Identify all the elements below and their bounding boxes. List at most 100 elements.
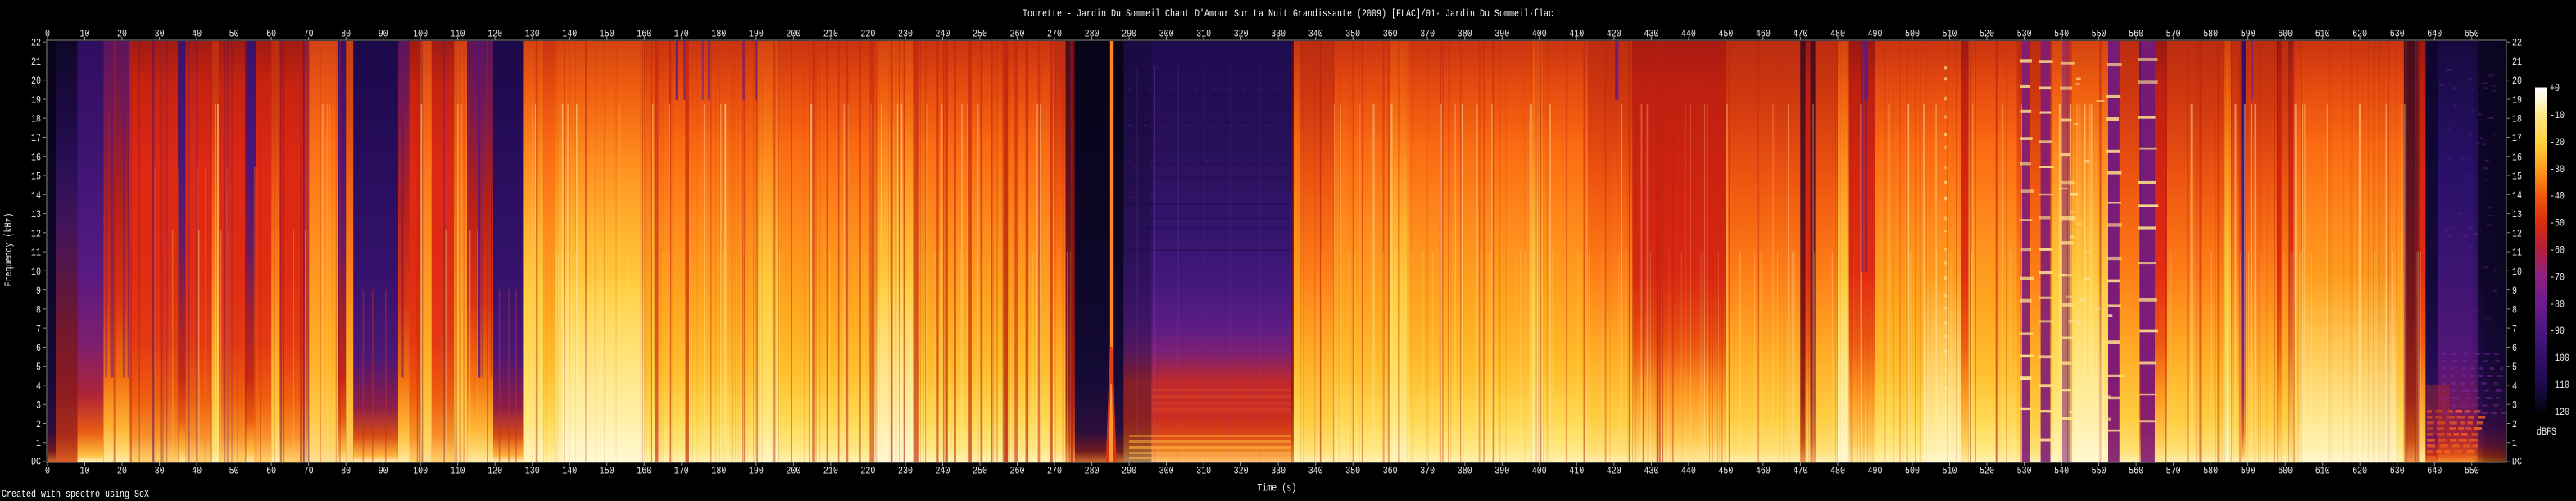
svg-text:190: 190 xyxy=(749,29,764,40)
svg-text:300: 300 xyxy=(1159,466,1174,477)
svg-text:210: 210 xyxy=(823,29,838,40)
svg-text:11: 11 xyxy=(2512,248,2522,259)
svg-text:140: 140 xyxy=(562,29,577,40)
svg-text:290: 290 xyxy=(1122,29,1136,40)
svg-text:550: 550 xyxy=(2092,466,2107,477)
svg-text:210: 210 xyxy=(823,466,838,477)
svg-text:9: 9 xyxy=(2512,285,2517,297)
svg-text:230: 230 xyxy=(898,466,913,477)
svg-text:620: 620 xyxy=(2352,29,2367,40)
svg-text:570: 570 xyxy=(2166,466,2181,477)
svg-text:-110: -110 xyxy=(2550,380,2569,391)
svg-text:500: 500 xyxy=(1905,466,1920,477)
svg-text:310: 310 xyxy=(1196,466,1211,477)
svg-text:16: 16 xyxy=(31,152,41,163)
svg-text:2: 2 xyxy=(36,419,41,430)
svg-text:450: 450 xyxy=(1718,29,1733,40)
svg-text:4: 4 xyxy=(2512,380,2517,392)
svg-text:610: 610 xyxy=(2315,29,2330,40)
svg-text:520: 520 xyxy=(1980,29,1994,40)
svg-text:0: 0 xyxy=(45,29,50,40)
svg-text:9: 9 xyxy=(36,285,41,297)
svg-text:500: 500 xyxy=(1905,29,1920,40)
svg-text:330: 330 xyxy=(1271,29,1286,40)
svg-text:70: 70 xyxy=(304,29,314,40)
svg-text:420: 420 xyxy=(1607,29,1621,40)
svg-text:340: 340 xyxy=(1308,29,1323,40)
svg-text:dBFS: dBFS xyxy=(2537,426,2556,438)
svg-text:610: 610 xyxy=(2315,466,2330,477)
svg-text:30: 30 xyxy=(155,466,165,477)
svg-text:470: 470 xyxy=(1793,29,1807,40)
svg-text:14: 14 xyxy=(31,190,41,202)
svg-text:490: 490 xyxy=(1868,29,1883,40)
svg-text:120: 120 xyxy=(488,466,502,477)
svg-text:0: 0 xyxy=(45,466,50,477)
svg-text:Time (s): Time (s) xyxy=(1257,483,1296,494)
svg-text:290: 290 xyxy=(1122,466,1136,477)
svg-text:440: 440 xyxy=(1681,466,1696,477)
svg-text:430: 430 xyxy=(1644,466,1658,477)
svg-text:15: 15 xyxy=(2512,171,2522,183)
svg-text:-30: -30 xyxy=(2550,164,2565,175)
svg-text:7: 7 xyxy=(2512,324,2517,335)
svg-text:460: 460 xyxy=(1756,29,1771,40)
svg-text:18: 18 xyxy=(31,114,41,125)
svg-text:480: 480 xyxy=(1830,29,1845,40)
svg-text:380: 380 xyxy=(1458,29,1472,40)
svg-text:350: 350 xyxy=(1345,466,1360,477)
svg-text:630: 630 xyxy=(2390,466,2405,477)
svg-text:410: 410 xyxy=(1569,466,1584,477)
svg-text:13: 13 xyxy=(2512,209,2522,221)
svg-text:580: 580 xyxy=(2203,466,2218,477)
svg-text:10: 10 xyxy=(80,466,90,477)
svg-text:510: 510 xyxy=(1943,29,1957,40)
svg-text:180: 180 xyxy=(711,29,726,40)
svg-text:90: 90 xyxy=(379,29,388,40)
svg-text:10: 10 xyxy=(80,29,90,40)
svg-text:16: 16 xyxy=(2512,152,2522,163)
svg-text:370: 370 xyxy=(1420,29,1435,40)
svg-text:2: 2 xyxy=(2512,419,2517,430)
svg-text:100: 100 xyxy=(413,466,428,477)
svg-text:+0: +0 xyxy=(2550,83,2560,94)
svg-text:130: 130 xyxy=(525,29,540,40)
svg-text:150: 150 xyxy=(600,466,615,477)
svg-text:530: 530 xyxy=(2017,29,2032,40)
svg-text:7: 7 xyxy=(36,324,41,335)
svg-text:5: 5 xyxy=(2512,362,2517,373)
svg-text:80: 80 xyxy=(341,29,351,40)
svg-text:230: 230 xyxy=(898,29,913,40)
svg-text:-80: -80 xyxy=(2550,298,2565,310)
svg-text:390: 390 xyxy=(1494,466,1509,477)
svg-text:150: 150 xyxy=(600,29,615,40)
svg-text:360: 360 xyxy=(1383,29,1398,40)
svg-text:-70: -70 xyxy=(2550,271,2565,283)
svg-text:5: 5 xyxy=(36,362,41,373)
svg-text:140: 140 xyxy=(562,466,577,477)
svg-text:270: 270 xyxy=(1047,466,1062,477)
svg-text:180: 180 xyxy=(711,466,726,477)
svg-text:6: 6 xyxy=(36,343,41,354)
svg-text:430: 430 xyxy=(1644,29,1658,40)
svg-text:50: 50 xyxy=(229,466,239,477)
svg-text:120: 120 xyxy=(488,29,502,40)
svg-text:310: 310 xyxy=(1196,29,1211,40)
svg-text:560: 560 xyxy=(2129,29,2143,40)
svg-text:400: 400 xyxy=(1532,466,1547,477)
svg-text:280: 280 xyxy=(1085,29,1100,40)
svg-text:19: 19 xyxy=(31,95,41,107)
svg-text:40: 40 xyxy=(192,29,202,40)
svg-text:250: 250 xyxy=(973,466,987,477)
svg-text:13: 13 xyxy=(31,209,41,221)
svg-text:650: 650 xyxy=(2465,29,2479,40)
svg-text:Frequency (kHz): Frequency (kHz) xyxy=(3,213,15,287)
svg-text:-120: -120 xyxy=(2550,407,2569,418)
svg-text:220: 220 xyxy=(860,466,875,477)
svg-text:130: 130 xyxy=(525,466,540,477)
svg-text:260: 260 xyxy=(1010,466,1025,477)
svg-text:10: 10 xyxy=(2512,266,2522,278)
svg-text:350: 350 xyxy=(1345,29,1360,40)
svg-text:170: 170 xyxy=(674,29,689,40)
svg-text:360: 360 xyxy=(1383,466,1398,477)
